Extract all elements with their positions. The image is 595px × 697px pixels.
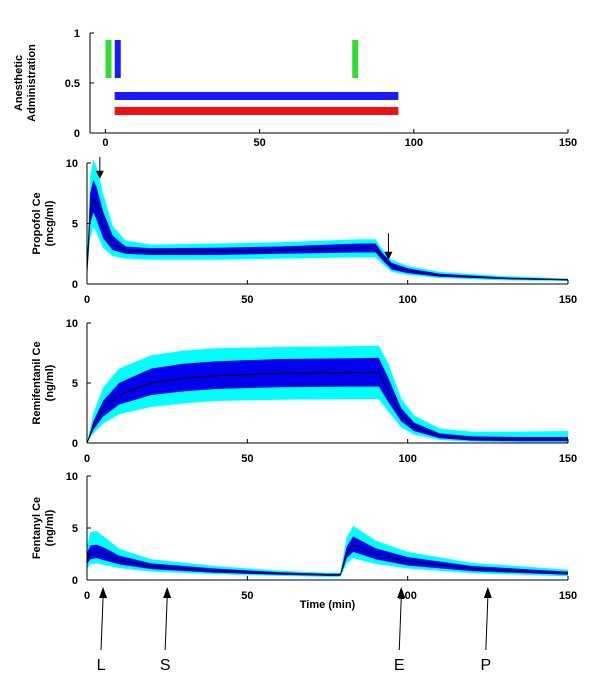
remifentanil-x-tick-label: 100	[398, 453, 416, 465]
remifentanil-x-tick-label: 0	[84, 453, 90, 465]
fentanyl-x-tick-label: 150	[559, 590, 577, 602]
event-arrow-shaft	[100, 597, 104, 651]
propofol-inner-band	[87, 179, 568, 281]
fentanyl-y-tick-label: 0	[72, 575, 78, 587]
panel-anesthetic-administration: 0 50 100 150 0 0.5 1 AnestheticAdministration	[13, 28, 577, 149]
anesthetic-administration-y-label: AnestheticAdministration	[13, 44, 38, 122]
remifentanil-y-label-line: Remifentanil Ce	[31, 341, 43, 424]
remifentanil-inner-band	[87, 357, 568, 443]
propofol-x-tick-label: 50	[241, 294, 253, 306]
remifentanil-y-tick-label: 0	[72, 438, 78, 450]
event-arrow-head	[163, 587, 172, 598]
bolus-marker-0	[105, 40, 112, 78]
propofol-median-line	[86, 197, 569, 281]
remifentanil-y-label: Remifentanil Ce(ng/ml)	[31, 341, 56, 424]
event-marker-S: S	[160, 587, 172, 674]
event-label: E	[394, 657, 405, 674]
fentanyl-y-label-line: Fentanyl Ce	[31, 497, 43, 559]
panel-propofol: 0 50 100 150 0 5 10 Propofol Ce(mcg/ml)	[31, 156, 577, 306]
x-axis-label: Time (min)	[300, 599, 356, 611]
anesthetic-administration-y-tick-label: 0.5	[65, 78, 80, 90]
remifentanil-y-tick-label: 5	[72, 378, 78, 390]
event-label: S	[160, 657, 171, 674]
propofol-arrow-head-0	[95, 170, 104, 179]
event-label: L	[97, 657, 106, 674]
bolus-marker-1	[114, 40, 121, 78]
anesthetic-administration-y-label-line: Administration	[26, 44, 38, 122]
bolus-marker-2	[352, 40, 359, 78]
anesthetic-administration-x-tick-label: 100	[405, 137, 423, 149]
fentanyl-y-tick-label: 5	[72, 523, 78, 535]
infusion-bar-1	[114, 107, 399, 115]
event-marker-P: P	[480, 587, 492, 674]
anesthetic-administration-y-tick-label: 1	[74, 28, 80, 40]
event-label: P	[480, 657, 491, 674]
propofol-arrow-head-1	[384, 251, 393, 260]
fentanyl-y-label-line: (ng/ml)	[44, 509, 56, 546]
event-marker-E: E	[394, 587, 406, 674]
event-marker-L: L	[97, 587, 108, 674]
event-arrow-head	[99, 587, 108, 598]
remifentanil-y-label-line: (ng/ml)	[44, 364, 56, 401]
anesthetic-administration-x-tick-label: 0	[102, 137, 108, 149]
anesthetic-administration-y-label-line: Anesthetic	[13, 55, 25, 111]
fentanyl-x-tick-label: 50	[241, 590, 253, 602]
anesthetic-administration-y-tick-label: 0	[74, 128, 80, 140]
fentanyl-y-tick-label: 10	[66, 471, 78, 483]
event-arrow-shaft	[164, 597, 168, 651]
propofol-y-label-line: Propofol Ce	[31, 192, 43, 254]
fentanyl-x-tick-label: 0	[84, 590, 90, 602]
remifentanil-y-tick-label: 10	[66, 318, 78, 330]
remifentanil-median-line	[86, 371, 568, 444]
propofol-y-tick-label: 5	[72, 219, 78, 231]
remifentanil-x-tick-label: 50	[241, 453, 253, 465]
event-arrow-shaft	[485, 597, 489, 651]
propofol-y-label: Propofol Ce(mcg/ml)	[31, 192, 56, 254]
event-arrow-head	[397, 587, 406, 598]
infusion-bar-0	[114, 92, 399, 100]
event-arrow-shaft	[398, 597, 402, 651]
remifentanil-x-tick-label: 150	[559, 453, 577, 465]
propofol-y-label-line: (mcg/ml)	[44, 200, 56, 246]
propofol-y-tick-label: 0	[72, 279, 78, 291]
anesthetic-administration-x-tick-label: 50	[253, 137, 265, 149]
propofol-y-tick-label: 10	[66, 158, 78, 170]
event-arrow-head	[483, 587, 492, 598]
propofol-x-tick-label: 100	[398, 294, 416, 306]
propofol-outer-band	[87, 159, 568, 281]
fentanyl-median-line	[86, 544, 569, 576]
propofol-x-tick-label: 150	[559, 294, 577, 306]
panel-remifentanil: 0 50 100 150 0 5 10 Remifentanil Ce(ng/ml)	[31, 318, 577, 465]
propofol-x-tick-label: 0	[84, 294, 90, 306]
fentanyl-y-label: Fentanyl Ce(ng/ml)	[31, 497, 56, 559]
anesthetic-administration-x-tick-label: 150	[559, 137, 577, 149]
